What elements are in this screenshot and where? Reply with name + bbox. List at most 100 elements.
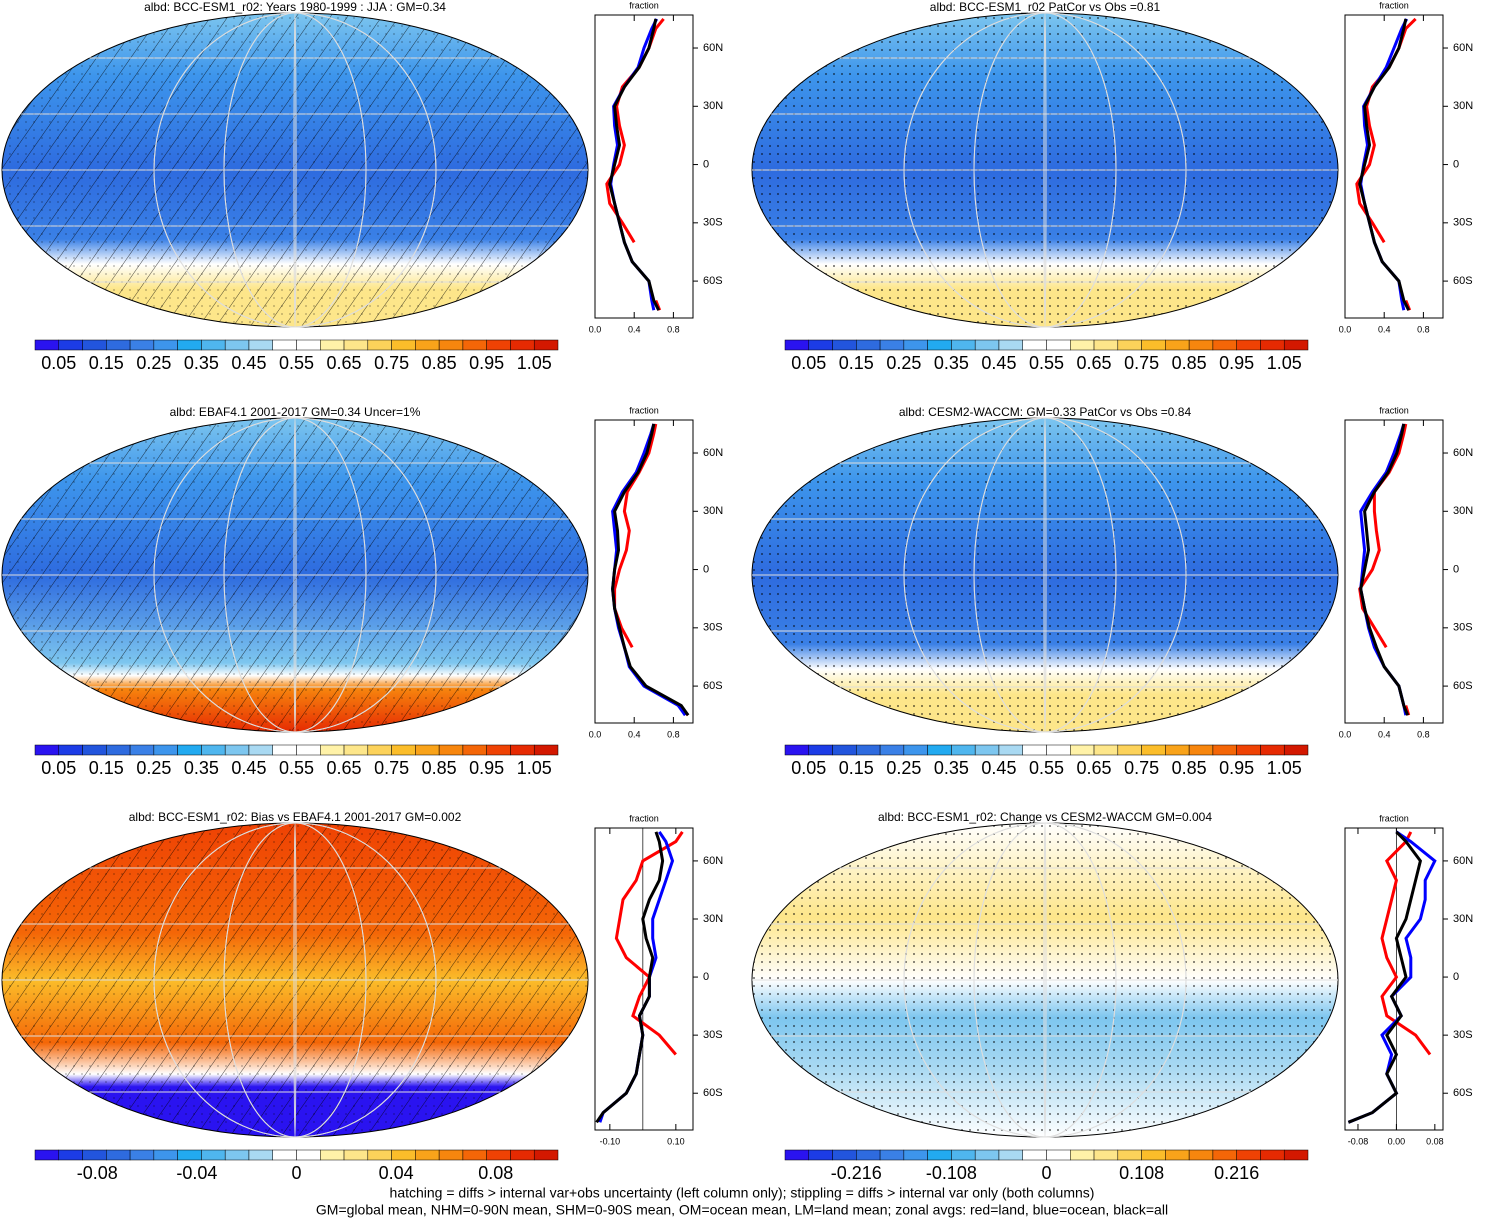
- colorbar-swatch: [82, 339, 107, 351]
- colorbar-label: -0.216: [831, 1163, 882, 1183]
- colorbar-label: 0.95: [469, 758, 504, 778]
- colorbar-swatch: [1141, 744, 1166, 756]
- colorbar-swatch: [879, 744, 905, 756]
- panel-title: albd: BCC-ESM1_r02: Years 1980-1999 : JJ…: [144, 0, 446, 14]
- y-tick-label: 30N: [1453, 505, 1473, 517]
- colorbar-swatch: [34, 1149, 60, 1161]
- colorbar-swatch: [784, 744, 810, 756]
- colorbar-swatch: [391, 339, 416, 351]
- x-tick-label: -0.08: [1348, 1136, 1369, 1146]
- x-tick-label: 0.8: [667, 729, 680, 739]
- colorbar-swatch: [248, 339, 273, 351]
- colorbar-label: 0.108: [1119, 1163, 1164, 1183]
- colorbar-swatch: [951, 339, 976, 351]
- x-tick-label: 0.08: [1426, 1136, 1444, 1146]
- colorbar-swatch: [533, 1149, 559, 1161]
- colorbar-label: 0.65: [1077, 353, 1112, 373]
- y-tick-label: 60N: [703, 447, 723, 459]
- colorbar-swatch: [510, 1149, 535, 1161]
- colorbar-swatch: [129, 1149, 155, 1161]
- zonal-xlabel: fraction: [1379, 813, 1409, 823]
- y-tick-label: 60N: [1453, 447, 1473, 459]
- colorbar-label: 0.65: [327, 353, 362, 373]
- zonal-line: [1380, 831, 1432, 1056]
- x-tick-label: 0.00: [1388, 1136, 1406, 1146]
- colorbar-swatch: [248, 1149, 273, 1161]
- colorbar-swatch: [486, 339, 511, 351]
- colorbar-swatch: [951, 744, 976, 756]
- colorbar-swatch: [177, 339, 202, 351]
- zonal-frame: [594, 419, 694, 724]
- graticule: [153, 12, 437, 328]
- colorbar-swatch: [1260, 1149, 1285, 1161]
- y-tick-label: 30N: [703, 505, 723, 517]
- zonal-xlabel: fraction: [629, 813, 659, 823]
- colorbar-swatch: [927, 1149, 952, 1161]
- colorbar-swatch: [343, 339, 369, 351]
- colorbar-swatch: [1236, 744, 1261, 756]
- x-tick-label: -0.10: [600, 1136, 621, 1146]
- colorbar-swatch: [415, 744, 440, 756]
- colorbar-swatch: [998, 339, 1023, 351]
- colorbar-swatch: [1212, 339, 1237, 351]
- y-tick-label: 60N: [703, 42, 723, 54]
- colorbar-swatch: [106, 339, 131, 351]
- colorbar-swatch: [82, 1149, 107, 1161]
- y-tick-label: 30S: [703, 217, 723, 229]
- y-tick-label: 30S: [1453, 1029, 1473, 1041]
- colorbar-swatch: [1260, 744, 1285, 756]
- colorbar-swatch: [343, 1149, 369, 1161]
- colorbar-label: 0.15: [89, 758, 124, 778]
- colorbar-swatch: [1236, 339, 1261, 351]
- colorbar-swatch: [296, 1149, 321, 1161]
- colorbar-swatch: [510, 339, 535, 351]
- zonal-line: [614, 831, 684, 1056]
- colorbar-label: 0.55: [279, 353, 314, 373]
- colorbar-swatch: [1236, 1149, 1261, 1161]
- colorbar-swatch: [296, 339, 321, 351]
- colorbar-swatch: [201, 744, 226, 756]
- colorbar-swatch: [1188, 1149, 1214, 1161]
- y-tick-label: 0: [1453, 563, 1459, 575]
- y-tick-label: 0: [703, 971, 709, 983]
- panel-title: albd: CESM2-WACCM: GM=0.33 PatCor vs Obs…: [899, 405, 1192, 419]
- colorbar-label: 0.35: [184, 758, 219, 778]
- x-tick-label: 0.4: [1378, 324, 1391, 334]
- colorbar-label: 0.75: [374, 758, 409, 778]
- zonal-line: [1347, 830, 1423, 1124]
- colorbar-label: 0.95: [469, 353, 504, 373]
- colorbar-swatch: [129, 744, 155, 756]
- colorbar-swatch: [177, 744, 202, 756]
- colorbar-swatch: [272, 744, 297, 756]
- colorbar-label: 0.85: [1172, 353, 1207, 373]
- colorbar-swatch: [903, 1149, 928, 1161]
- colorbar-swatch: [201, 339, 226, 351]
- zonal-frame: [594, 827, 694, 1131]
- colorbar-label: 0.08: [478, 1163, 513, 1183]
- colorbar-swatch: [224, 744, 250, 756]
- colorbar-swatch: [1141, 339, 1166, 351]
- colorbar-swatch: [391, 1149, 416, 1161]
- colorbar-label: 0: [1041, 1163, 1051, 1183]
- colorbar-swatch: [1093, 744, 1119, 756]
- y-tick-label: 30N: [703, 100, 723, 112]
- colorbar-swatch: [1212, 1149, 1237, 1161]
- colorbar-label: -0.04: [176, 1163, 217, 1183]
- zonal-frame: [1344, 14, 1444, 319]
- y-tick-label: 60S: [703, 275, 723, 287]
- colorbar-swatch: [320, 1149, 345, 1161]
- colorbar-label: 0.45: [231, 758, 266, 778]
- colorbar-label: 1.05: [517, 758, 552, 778]
- colorbar-swatch: [58, 744, 83, 756]
- colorbar-swatch: [1117, 339, 1142, 351]
- colorbar-swatch: [974, 1149, 1000, 1161]
- colorbar-swatch: [1046, 1149, 1071, 1161]
- colorbar-swatch: [153, 1149, 178, 1161]
- y-tick-label: 60S: [703, 1087, 723, 1099]
- colorbar-label: 0.65: [327, 758, 362, 778]
- colorbar-swatch: [1141, 1149, 1166, 1161]
- x-tick-label: 0.4: [628, 324, 641, 334]
- graticule: [153, 822, 437, 1138]
- colorbar-label: 0.25: [886, 353, 921, 373]
- colorbar-label: 1.05: [517, 353, 552, 373]
